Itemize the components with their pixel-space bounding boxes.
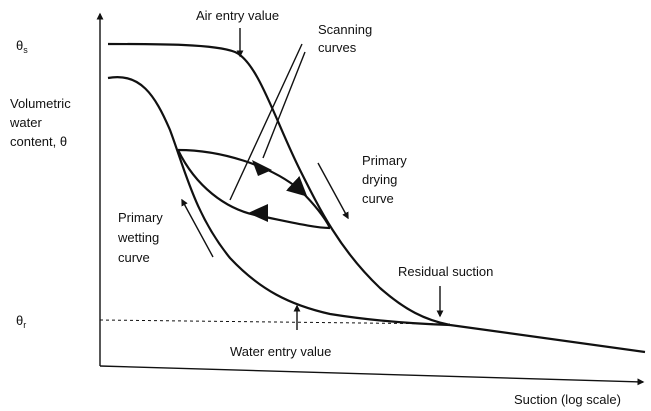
pointer-line: [229, 43, 303, 201]
wetting-label: curve: [118, 250, 150, 265]
air-entry-label: Air entry value: [196, 8, 279, 23]
residual-line: [99, 319, 451, 325]
theta-r-label: θr: [16, 313, 26, 330]
water-entry-label: Water entry value: [230, 344, 331, 359]
subscript: r: [23, 320, 26, 330]
wetting-label: Primary: [118, 210, 163, 225]
scanning-label: Scanning: [318, 22, 372, 37]
y-axis-label: water: [9, 115, 42, 130]
wetting-curve: [107, 75, 451, 327]
drying-label: Primary: [362, 153, 407, 168]
symbol: θ: [16, 313, 23, 328]
subscript: s: [23, 45, 28, 55]
x-axis: [99, 365, 645, 386]
y-axis-label: Volumetric: [10, 96, 71, 111]
scanning-curve-upper: [177, 148, 331, 229]
drying-curve: [107, 42, 646, 354]
scanning-arrowhead: [252, 160, 272, 176]
drying-label: drying: [362, 172, 397, 187]
wetting-arrow: [181, 198, 214, 258]
pointer-line: [262, 51, 306, 159]
residual-label: Residual suction: [398, 264, 493, 279]
x-axis-label: Suction (log scale): [514, 392, 621, 407]
theta-s-label: θs: [16, 38, 28, 55]
drying-label: curve: [362, 191, 394, 206]
scanning-label: curves: [318, 40, 357, 55]
scanning-arrowhead: [248, 204, 268, 222]
symbol: θ: [16, 38, 23, 53]
wetting-label: wetting: [117, 230, 159, 245]
y-axis-label: content, θ: [10, 134, 67, 149]
drying-arrow: [317, 162, 349, 220]
